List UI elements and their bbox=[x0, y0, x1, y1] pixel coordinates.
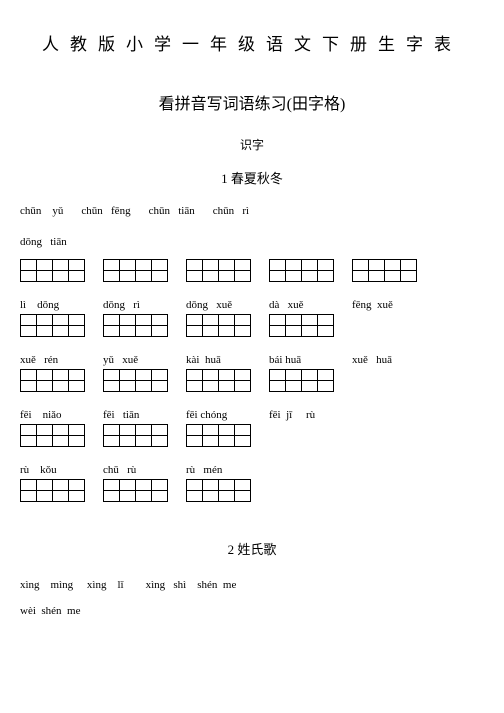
pinyin-text: chūn yǔ bbox=[20, 205, 63, 217]
pinyin-text: chū rù bbox=[103, 464, 168, 476]
tianzige-grid bbox=[103, 424, 168, 447]
tianzige-grid bbox=[186, 369, 251, 392]
pinyin-unit: rù kǒu bbox=[20, 464, 85, 506]
pinyin-unit: fēi jī rù bbox=[269, 409, 315, 451]
pinyin-text: bái huā bbox=[269, 354, 334, 366]
pinyin-unit: fēi chóng bbox=[186, 409, 251, 451]
pinyin-text: yǔ xuě bbox=[103, 354, 168, 366]
pinyin-text: xuě huā bbox=[352, 354, 392, 366]
pinyin-text: rù mén bbox=[186, 464, 251, 476]
tianzige-grid bbox=[269, 369, 334, 392]
tianzige-grid bbox=[186, 314, 251, 337]
tianzige-grid bbox=[269, 259, 334, 282]
section-label: 识字 bbox=[20, 136, 484, 153]
pinyin-text: fēi jī rù bbox=[269, 409, 315, 421]
pinyin-unit: fēi niǎo bbox=[20, 409, 85, 451]
pinyin-unit: chūn fēng bbox=[81, 205, 130, 220]
tianzige-grid bbox=[103, 314, 168, 337]
pinyin-text: lì dōng bbox=[20, 299, 85, 311]
pinyin-unit: xuě rén bbox=[20, 354, 85, 396]
pinyin-text: fēi chóng bbox=[186, 409, 251, 421]
pinyin-text: fēng xuě bbox=[352, 299, 393, 311]
tianzige-grid bbox=[103, 479, 168, 502]
pinyin-text: kài huā bbox=[186, 354, 251, 366]
tianzige-grid bbox=[20, 314, 85, 337]
pinyin-unit: rù mén bbox=[186, 464, 251, 506]
pinyin-unit: yǔ xuě bbox=[103, 354, 168, 396]
pinyin-text: dōng tiān bbox=[20, 233, 484, 253]
pinyin-text: dōng rì bbox=[103, 299, 168, 311]
lesson1-title: 1 春夏秋冬 bbox=[20, 168, 484, 187]
pinyin-unit: kài huā bbox=[186, 354, 251, 396]
tianzige-grid bbox=[186, 479, 251, 502]
lesson2-line1: xìng mìng xìng lǐ xìng shì shén me bbox=[20, 576, 484, 596]
tianzige-grid bbox=[352, 259, 417, 282]
pinyin-unit: dōng xuě bbox=[186, 299, 251, 341]
tianzige-grid bbox=[20, 479, 85, 502]
lesson2-title: 2 姓氏歌 bbox=[20, 539, 484, 558]
tianzige-grid bbox=[20, 424, 85, 447]
tianzige-grid bbox=[103, 259, 168, 282]
pinyin-unit: fēi tiān bbox=[103, 409, 168, 451]
lesson1-grids: chūn yǔ chūn fēng chūn tiān chūn rì dōng tiā… bbox=[20, 205, 484, 514]
pinyin-text: xuě rén bbox=[20, 354, 85, 366]
tianzige-grid bbox=[269, 314, 334, 337]
pinyin-text: rù kǒu bbox=[20, 464, 85, 476]
pinyin-text: dōng xuě bbox=[186, 299, 251, 311]
lesson2-line2: wèi shén me bbox=[20, 602, 484, 622]
pinyin-unit: bái huā bbox=[269, 354, 334, 396]
main-title: 人教版小学一年级语文下册生字表 bbox=[20, 30, 484, 55]
pinyin-text: dà xuě bbox=[269, 299, 334, 311]
tianzige-grid bbox=[20, 369, 85, 392]
pinyin-unit: xuě huā bbox=[352, 354, 392, 396]
pinyin-unit: fēng xuě bbox=[352, 299, 393, 341]
pinyin-unit: chūn yǔ bbox=[20, 205, 63, 220]
tianzige-grid bbox=[186, 259, 251, 282]
pinyin-text: chūn tiān bbox=[149, 205, 195, 217]
pinyin-unit: dōng rì bbox=[103, 299, 168, 341]
tianzige-grid bbox=[186, 424, 251, 447]
subtitle: 看拼音写词语练习(田字格) bbox=[20, 90, 484, 114]
pinyin-unit: lì dōng bbox=[20, 299, 85, 341]
pinyin-text: fēi niǎo bbox=[20, 409, 85, 421]
tianzige-grid bbox=[103, 369, 168, 392]
pinyin-text: chūn rì bbox=[213, 205, 249, 217]
pinyin-text: chūn fēng bbox=[81, 205, 130, 217]
pinyin-unit: chū rù bbox=[103, 464, 168, 506]
pinyin-text: fēi tiān bbox=[103, 409, 168, 421]
tianzige-grid bbox=[20, 259, 85, 282]
pinyin-unit: chūn rì bbox=[213, 205, 249, 220]
pinyin-unit: dà xuě bbox=[269, 299, 334, 341]
pinyin-unit: chūn tiān bbox=[149, 205, 195, 220]
